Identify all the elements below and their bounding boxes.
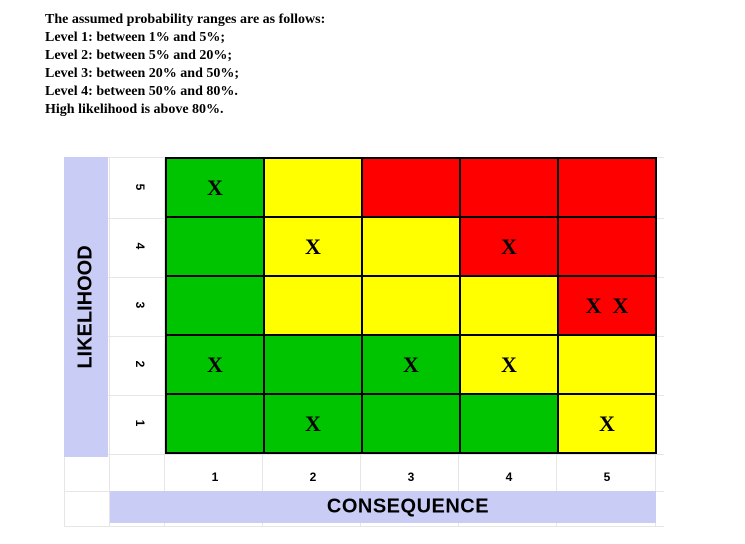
likelihood-axis-label: LIKELIHOOD — [74, 245, 97, 369]
risk-mark: X — [403, 351, 419, 377]
matrix-cell: X — [363, 336, 461, 395]
consequence-tick-label: 3 — [407, 470, 415, 484]
risk-mark: X X — [585, 292, 629, 318]
risk-mark: X — [501, 233, 517, 259]
matrix-cell: X — [265, 218, 363, 277]
matrix-cell — [461, 159, 559, 218]
gridline — [64, 526, 664, 527]
matrix-cell: X — [167, 159, 265, 218]
notes-high-likelihood: High likelihood is above 80%. — [45, 102, 224, 117]
matrix-cell — [461, 395, 559, 454]
matrix-cell: X — [461, 336, 559, 395]
risk-mark: X — [207, 174, 223, 200]
likelihood-tick-label: 4 — [133, 242, 147, 250]
matrix-cell — [265, 277, 363, 336]
matrix-cell — [265, 159, 363, 218]
notes-heading: The assumed probability ranges are as fo… — [45, 12, 326, 27]
matrix-cell — [363, 395, 461, 454]
probability-notes: The assumed probability ranges are as fo… — [45, 11, 325, 119]
risk-mark: X — [305, 410, 321, 436]
notes-level-1: Level 1: between 1% and 5%; — [45, 30, 226, 45]
gridline — [64, 454, 664, 455]
consequence-axis-label: CONSEQUENCE — [326, 495, 490, 518]
likelihood-tick-label: 1 — [133, 419, 147, 427]
risk-mark: X — [305, 233, 321, 259]
notes-level-2: Level 2: between 5% and 20%; — [45, 48, 233, 63]
likelihood-axis-band — [64, 157, 108, 457]
gridline — [164, 157, 165, 527]
likelihood-tick-label: 5 — [133, 183, 147, 191]
notes-level-4: Level 4: between 50% and 80%. — [45, 84, 238, 99]
matrix-cell — [461, 277, 559, 336]
matrix-cell: X — [559, 395, 657, 454]
matrix-cell: X — [265, 395, 363, 454]
consequence-tick-label: 2 — [309, 470, 317, 484]
consequence-axis-band — [110, 491, 656, 523]
matrix-cell — [559, 218, 657, 277]
matrix-cell: X — [167, 336, 265, 395]
risk-mark: X — [501, 351, 517, 377]
likelihood-tick-label: 2 — [133, 360, 147, 368]
consequence-tick-label: 5 — [603, 470, 611, 484]
matrix-cell — [363, 277, 461, 336]
matrix-cell — [559, 159, 657, 218]
matrix-cell: X X — [559, 277, 657, 336]
matrix-cell — [167, 218, 265, 277]
matrix-cell: X — [461, 218, 559, 277]
likelihood-tick-label: 3 — [133, 301, 147, 309]
matrix-cell — [363, 159, 461, 218]
gridline — [109, 157, 110, 527]
matrix-cell — [265, 336, 363, 395]
risk-mark: X — [599, 410, 615, 436]
risk-matrix: X X X X X X X X X X — [165, 157, 657, 454]
matrix-cell — [167, 277, 265, 336]
consequence-tick-label: 4 — [505, 470, 513, 484]
notes-level-3: Level 3: between 20% and 50%; — [45, 66, 240, 81]
matrix-cell — [559, 336, 657, 395]
risk-mark: X — [207, 351, 223, 377]
matrix-cell — [363, 218, 461, 277]
consequence-tick-label: 1 — [211, 470, 219, 484]
matrix-cell — [167, 395, 265, 454]
